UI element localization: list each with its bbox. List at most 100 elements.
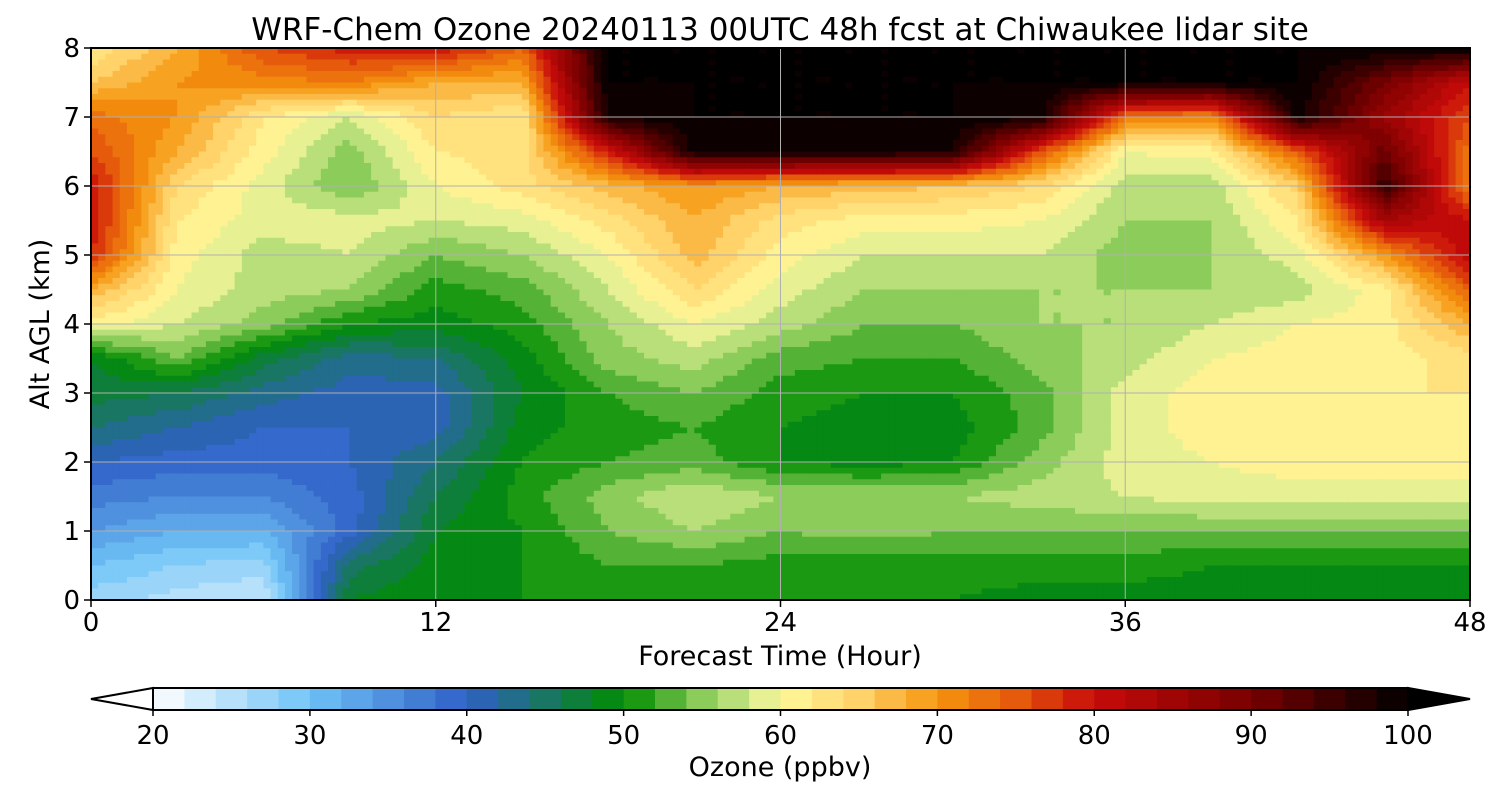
heat-cell <box>1362 163 1370 169</box>
heat-cell <box>170 100 178 106</box>
heat-cell <box>357 77 365 83</box>
heat-cell <box>321 146 329 152</box>
heat-cell <box>1018 129 1026 135</box>
heat-cell <box>1211 134 1219 140</box>
heat-cell <box>271 134 279 140</box>
heat-cell <box>400 123 408 129</box>
heat-cell <box>601 146 609 152</box>
heat-cell <box>1369 129 1377 135</box>
heat-cell <box>831 71 839 77</box>
heat-cell <box>1161 88 1169 94</box>
heat-cell <box>493 60 501 66</box>
heat-cell <box>737 169 745 175</box>
heat-cell <box>1104 175 1112 181</box>
heat-cell <box>385 140 393 146</box>
heat-cell <box>414 157 422 163</box>
heat-cell <box>1197 186 1205 192</box>
heat-cell <box>939 106 947 112</box>
heat-cell <box>1053 77 1061 83</box>
heat-cell <box>328 106 336 112</box>
heat-cell <box>156 77 164 83</box>
heat-cell <box>723 94 731 100</box>
heat-cell <box>781 100 789 106</box>
heat-cell <box>1010 65 1018 71</box>
heat-cell <box>1075 152 1083 158</box>
heat-cell <box>156 129 164 135</box>
heat-cell <box>1290 192 1298 198</box>
heat-cell <box>285 163 293 169</box>
heat-cell <box>622 175 630 181</box>
heat-cell <box>421 192 429 198</box>
heat-cell <box>486 175 494 181</box>
heat-cell <box>192 152 200 158</box>
heat-cell <box>637 83 645 89</box>
heat-cell <box>974 134 982 140</box>
heat-cell <box>371 140 379 146</box>
heat-cell <box>730 146 738 152</box>
heat-cell <box>378 140 386 146</box>
heat-cell <box>572 71 580 77</box>
heat-cell <box>278 175 286 181</box>
heat-cell <box>766 169 774 175</box>
heat-cell <box>285 106 293 112</box>
heat-cell <box>1398 60 1406 66</box>
heat-cell <box>622 192 630 198</box>
heat-cell <box>1305 186 1313 192</box>
heat-cell <box>378 175 386 181</box>
heat-cell <box>953 129 961 135</box>
heat-cell <box>960 192 968 198</box>
heat-cell <box>788 100 796 106</box>
heat-cell <box>443 140 451 146</box>
heat-cell <box>673 146 681 152</box>
heat-cell <box>508 60 516 66</box>
heat-cell <box>838 129 846 135</box>
heat-cell <box>1233 71 1241 77</box>
heat-cell <box>464 77 472 83</box>
heat-cell <box>342 163 350 169</box>
heat-cell <box>953 77 961 83</box>
heat-cell <box>608 186 616 192</box>
heat-cell <box>364 100 372 106</box>
heat-cell <box>910 106 918 112</box>
heat-cell <box>1420 71 1428 77</box>
heat-cell <box>184 94 192 100</box>
heat-cell <box>529 54 537 60</box>
heat-cell <box>249 60 257 66</box>
heat-cell <box>148 163 156 169</box>
heat-cell <box>867 146 875 152</box>
heat-cell <box>148 129 156 135</box>
heat-cell <box>1226 123 1234 129</box>
heat-cell <box>608 100 616 106</box>
heat-cell <box>256 106 264 112</box>
heat-cell <box>630 146 638 152</box>
heat-cell <box>1240 129 1248 135</box>
heat-cell <box>443 146 451 152</box>
heat-cell <box>737 106 745 112</box>
heat-cell <box>292 146 300 152</box>
heat-cell <box>306 169 314 175</box>
heat-cell <box>1448 77 1456 83</box>
heat-cell <box>436 152 444 158</box>
heat-cell <box>400 134 408 140</box>
heat-cell <box>644 83 652 89</box>
heat-cell <box>1276 117 1284 123</box>
heat-cell <box>479 60 487 66</box>
heat-cell <box>472 157 480 163</box>
heat-cell <box>1427 157 1435 163</box>
heat-cell <box>350 129 358 135</box>
heat-cell <box>536 140 544 146</box>
heat-cell <box>946 60 954 66</box>
heat-cell <box>1104 169 1112 175</box>
heat-cell <box>766 192 774 198</box>
heat-cell <box>472 106 480 112</box>
heat-cell <box>680 60 688 66</box>
heat-cell <box>163 163 171 169</box>
heat-cell <box>1089 134 1097 140</box>
heat-cell <box>759 71 767 77</box>
heat-cell <box>903 60 911 66</box>
heat-cell <box>644 134 652 140</box>
heat-cell <box>1391 134 1399 140</box>
heat-cell <box>1384 88 1392 94</box>
heat-cell <box>314 175 322 181</box>
heat-cell <box>752 77 760 83</box>
